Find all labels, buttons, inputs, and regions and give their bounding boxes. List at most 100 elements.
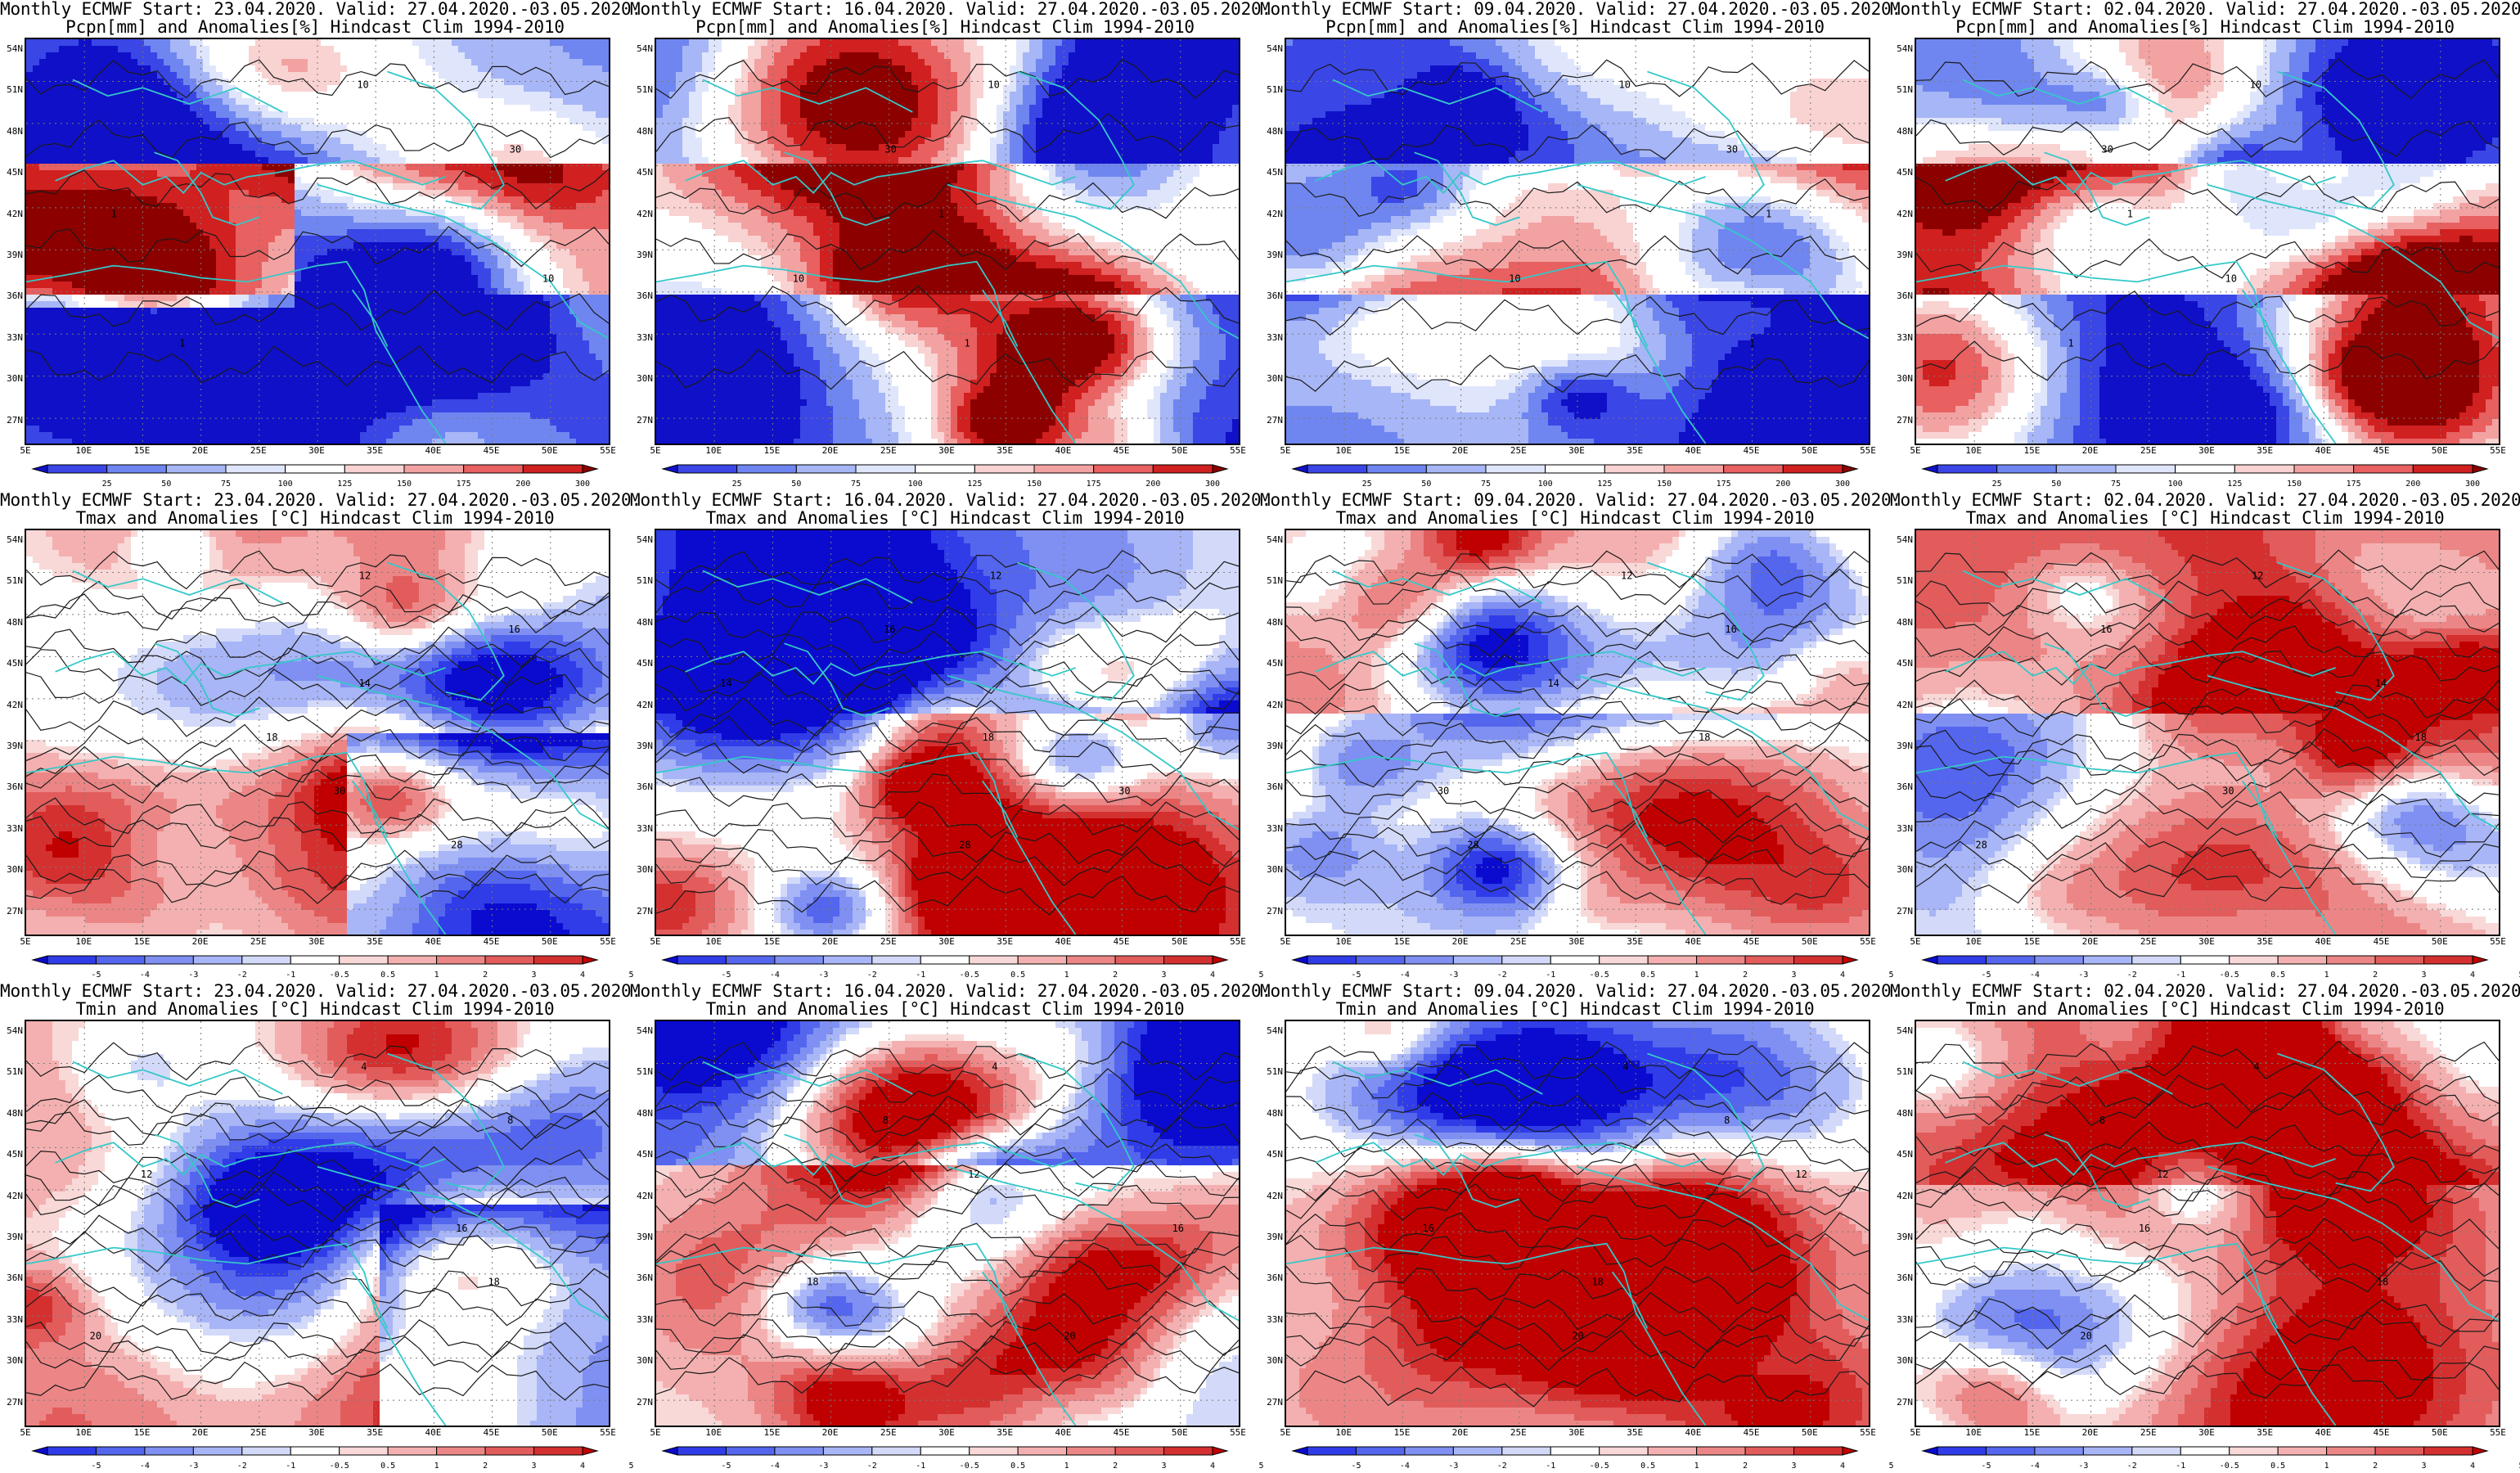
lon-tick-label: 5E <box>639 936 672 947</box>
colorbar-tick-label: -3 <box>177 1462 209 1471</box>
map-frame: 4 8 12 16 18 20 <box>1285 1020 1870 1427</box>
contour-label: 28 <box>1467 840 1478 851</box>
lat-tick-label: 39N <box>630 741 653 751</box>
lat-tick-label: 45N <box>630 1150 653 1160</box>
contour-label: 18 <box>266 732 277 743</box>
lon-tick-label: 15E <box>755 1427 788 1438</box>
lon-tick-label: 50E <box>1793 1427 1826 1438</box>
colorbar-segment <box>1114 1446 1165 1456</box>
colorbar-tick-label: 2 <box>1099 971 1132 980</box>
lon-tick-label: 20E <box>1444 936 1477 947</box>
contour-label: 8 <box>507 1115 513 1126</box>
contour-label: 1 <box>2127 208 2133 219</box>
lat-tick-label: 42N <box>630 700 653 710</box>
lon-tick-label: 10E <box>67 936 100 947</box>
lat-tick-label: 51N <box>0 85 23 95</box>
colorbar-segment <box>2423 1446 2473 1456</box>
map-frame: 10 30 1 10 1 <box>1285 38 1870 445</box>
colorbar-segment <box>436 955 486 965</box>
climatology-contours <box>1286 59 1869 394</box>
lon-tick-label: 55E <box>592 445 624 456</box>
colorbar-segment <box>969 1446 1019 1456</box>
coastlines <box>1916 1052 2499 1426</box>
map-panel-tmin-4: Monthly ECMWF Start: 02.04.2020. Valid: … <box>1890 982 2520 1473</box>
lon-tick-label: 20E <box>814 445 847 456</box>
colorbar-segment <box>795 464 857 474</box>
lon-tick-label: 25E <box>1502 1427 1535 1438</box>
colorbar-tick-label: 0.5 <box>1631 1462 1664 1471</box>
anomaly-shading: 10 30 1 10 1 <box>656 39 1239 444</box>
colorbar-tick-label: 5 <box>614 971 647 980</box>
colorbar-segment <box>1452 1446 1503 1456</box>
lat-tick-label: 48N <box>0 126 23 137</box>
coastlines <box>26 1052 609 1426</box>
colorbar-tick-label: 200 <box>1766 480 1799 489</box>
colorbar-tick-label: -1 <box>274 1462 307 1471</box>
colorbar-tick-label: 2 <box>2359 1462 2392 1471</box>
lat-tick-label: 54N <box>630 44 653 54</box>
lon-tick-label: 10E <box>1327 445 1360 456</box>
map-panel-tmax-2: Monthly ECMWF Start: 16.04.2020. Valid: … <box>630 491 1271 982</box>
lat-tick-label: 39N <box>1890 250 1913 260</box>
lat-tick-label: 48N <box>1890 126 1913 137</box>
lon-tick-label: 50E <box>533 936 566 947</box>
contour-label: 18 <box>1699 732 1710 743</box>
contour-label: 18 <box>2377 1277 2388 1288</box>
lat-tick-label: 45N <box>630 168 653 178</box>
lon-tick-label: 30E <box>2190 445 2223 456</box>
lon-tick-label: 5E <box>9 445 42 456</box>
colorbar-segment <box>2412 464 2473 474</box>
contour-label: 12 <box>141 1169 152 1180</box>
colorbar-segment <box>95 1446 146 1456</box>
lon-tick-label: 35E <box>1618 445 1651 456</box>
lon-tick-label: 55E <box>2482 936 2514 947</box>
lon-tick-label: 15E <box>2015 936 2048 947</box>
colorbar-tick-label: 50 <box>150 480 182 489</box>
colorbar-tick-label: -0.5 <box>953 1462 986 1471</box>
lat-tick-label: 27N <box>0 906 23 917</box>
colorbar-tick-label: 5 <box>1244 1462 1277 1471</box>
colorbar-segment <box>871 1446 921 1456</box>
colorbar-segment <box>2353 464 2414 474</box>
lat-tick-label: 27N <box>630 906 653 917</box>
lat-tick-label: 51N <box>1890 1067 1913 1077</box>
map-frame: 4 8 12 16 18 20 <box>655 1020 1240 1427</box>
colorbar-segment <box>1404 1446 1454 1456</box>
lat-tick-label: 33N <box>1260 332 1283 343</box>
panel-title-start: Monthly ECMWF Start: 23.04.2020. Valid: … <box>0 491 641 509</box>
lat-tick-label: 51N <box>630 85 653 95</box>
lon-tick-label: 35E <box>988 1427 1021 1438</box>
colorbar-tick-label: 75 <box>209 480 242 489</box>
colorbar-tick-label: 1 <box>421 1462 453 1471</box>
lat-tick-label: 45N <box>1890 659 1913 669</box>
lon-tick-label: 45E <box>1735 445 1768 456</box>
lon-tick-label: 40E <box>2306 936 2339 947</box>
colorbar-tick-label: -5 <box>1339 1462 1372 1471</box>
lat-tick-label: 30N <box>630 865 653 875</box>
colorbar-segment <box>1782 464 1843 474</box>
lat-tick-label: 36N <box>630 291 653 301</box>
lat-tick-label: 33N <box>1890 823 1913 834</box>
lon-tick-label: 15E <box>755 936 788 947</box>
colorbar-tick-label: 75 <box>2099 480 2132 489</box>
lon-tick-label: 55E <box>592 1427 624 1438</box>
contour-label: 16 <box>1172 1223 1184 1234</box>
anomaly-shading: 12 16 14 18 30 28 <box>1286 530 1869 935</box>
lat-tick-label: 39N <box>0 741 23 751</box>
lat-tick-label: 27N <box>1890 906 1913 917</box>
colorbar-tick-label: -4 <box>1388 1462 1421 1471</box>
lon-tick-label: 55E <box>1852 445 1884 456</box>
lat-tick-label: 39N <box>1890 741 1913 751</box>
contour-label: 20 <box>90 1331 101 1342</box>
colorbar-segment <box>2374 1446 2425 1456</box>
panel-title-start: Monthly ECMWF Start: 16.04.2020. Valid: … <box>630 0 1271 18</box>
map-panel-pcpn-3: Monthly ECMWF Start: 09.04.2020. Valid: … <box>1260 0 1901 491</box>
coastlines <box>26 561 609 935</box>
colorbar-tick-label: 5 <box>1874 971 1907 980</box>
lon-tick-label: 15E <box>125 936 158 947</box>
contour-label: 1 <box>965 337 970 349</box>
lat-tick-label: 30N <box>0 865 23 875</box>
lon-tick-label: 5E <box>9 936 42 947</box>
colorbar-segment <box>484 955 535 965</box>
lat-tick-label: 45N <box>1890 1150 1913 1160</box>
